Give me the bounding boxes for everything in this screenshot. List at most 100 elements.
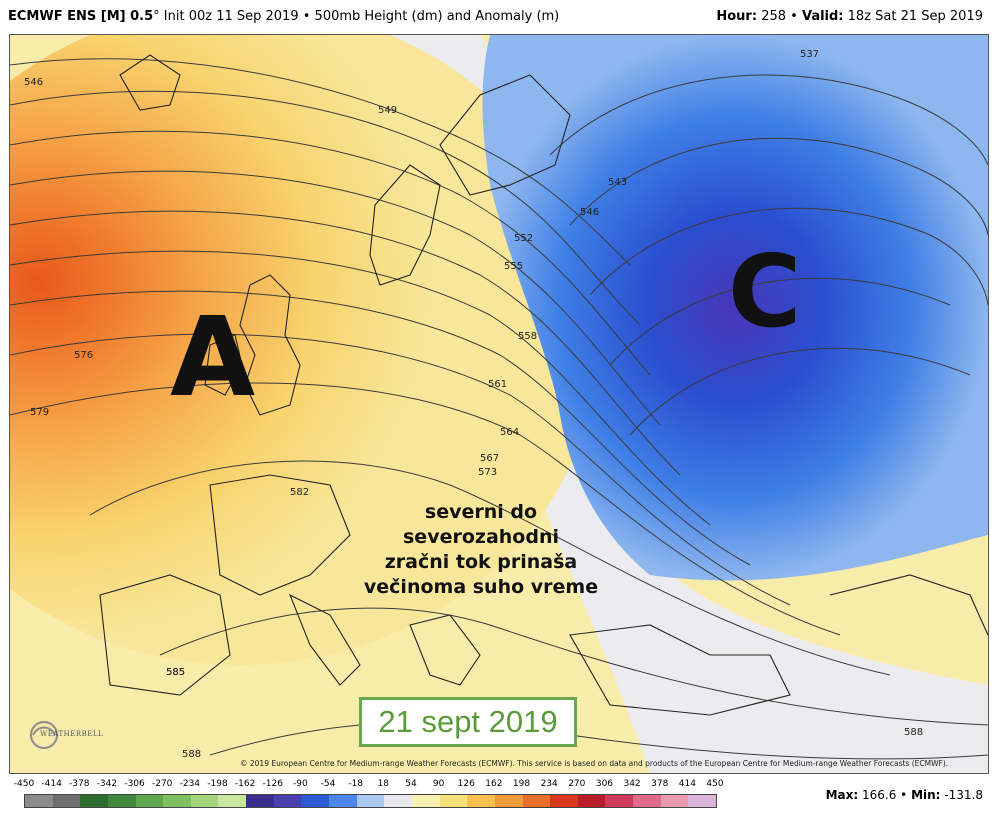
coastlines xyxy=(99,54,988,716)
colorbar-swatch xyxy=(605,795,634,807)
colorbar-tick-label: -342 xyxy=(96,779,118,789)
bullet-separator-2: • xyxy=(790,9,798,24)
annotation-line: severni do xyxy=(424,501,538,523)
valid-label: Valid: xyxy=(801,9,844,24)
colorbar-swatch xyxy=(273,795,302,807)
model-name: ECMWF ENS [M] 0.5 xyxy=(8,9,154,24)
contour-label: 573 xyxy=(478,467,497,478)
product-name: 500mb Height (dm) and Anomaly (m) xyxy=(314,9,560,24)
colorbar-swatch xyxy=(135,795,164,807)
logo-icon xyxy=(30,721,58,749)
header-title: ECMWF ENS [M] 0.5° Init 00z 11 Sep 2019 … xyxy=(8,9,559,24)
colorbar-tick-label: -162 xyxy=(234,779,256,789)
logo-text: WEATHERBELL xyxy=(40,730,104,738)
colorbar-tick-label: 378 xyxy=(651,779,669,789)
colorbar-swatch xyxy=(411,795,440,807)
contour-label: 567 xyxy=(480,453,499,464)
height-contours xyxy=(10,58,988,760)
max-label: Max: xyxy=(825,788,859,802)
colorbar-tick-label: 18 xyxy=(377,779,390,789)
colorbar-tick-label: 90 xyxy=(432,779,445,789)
colorbar-tick-label: 270 xyxy=(568,779,586,789)
contour-label: 549 xyxy=(378,105,397,116)
colorbar-tick-label: 306 xyxy=(595,779,614,789)
header-valid: Hour: 258 • Valid: 18z Sat 21 Sep 2019 xyxy=(716,9,983,24)
weather-map: 546 549 576 579 582 585 588 537 543 546 … xyxy=(9,34,989,774)
forecast-annotation: severni do severozahodni zračni tok prin… xyxy=(346,500,616,600)
min-value: -131.8 xyxy=(944,788,983,802)
contour-label: 561 xyxy=(488,379,507,390)
colorbar-swatch xyxy=(25,795,53,807)
contour-label: 555 xyxy=(504,261,523,272)
degree-symbol: ° xyxy=(153,9,160,24)
high-pressure-anomaly xyxy=(10,35,600,665)
colorbar-swatch xyxy=(329,795,357,807)
annotation-line: zračni tok prinaša xyxy=(384,551,578,573)
colorbar-tick-label: 234 xyxy=(540,779,558,789)
date-box: 21 sept 2019 xyxy=(359,697,577,747)
hour-value: 258 xyxy=(761,9,787,24)
colorbar-swatch xyxy=(439,795,468,807)
contour-label: 588 xyxy=(904,727,923,738)
colorbar-tick-label: -450 xyxy=(13,779,35,789)
contour-label: 543 xyxy=(608,177,627,188)
colorbar-tick-label: 54 xyxy=(405,779,417,789)
max-value: 166.6 xyxy=(861,788,897,802)
max-min-readout: Max: 166.6 • Min: -131.8 xyxy=(825,788,983,802)
colorbar-swatch xyxy=(52,795,81,807)
contour-label: 579 xyxy=(30,407,49,418)
colorbar-tick-label: -234 xyxy=(179,779,201,789)
colorbar-swatch xyxy=(550,795,578,807)
contour-label: 558 xyxy=(518,331,537,342)
colorbar-swatch xyxy=(80,795,108,807)
contour-label: 582 xyxy=(290,487,309,498)
contour-label: 564 xyxy=(500,427,519,438)
colorbar-tick-label: -90 xyxy=(293,779,308,789)
contour-label: 537 xyxy=(800,49,819,60)
valid-value: 18z Sat 21 Sep 2019 xyxy=(847,9,983,24)
colorbar-swatch xyxy=(467,795,495,807)
colorbar-tick-label: -54 xyxy=(320,779,336,789)
high-pressure-label: A xyxy=(170,293,256,421)
init-time: Init 00z 11 Sep 2019 xyxy=(163,9,299,24)
colorbar-swatch xyxy=(301,795,330,807)
colorbar-swatch xyxy=(163,795,191,807)
colorbar-swatch xyxy=(107,795,136,807)
colorbar-tick-label: 450 xyxy=(706,779,724,789)
contour-label: 585 xyxy=(166,667,185,678)
colorbar-swatch xyxy=(494,795,523,807)
colorbar-tick-label: -306 xyxy=(124,779,145,789)
contour-label: 552 xyxy=(514,233,533,244)
colorbar-swatch xyxy=(218,795,247,807)
bullet-separator: • xyxy=(302,9,311,24)
annotation-line: večinoma suho vreme xyxy=(363,576,599,598)
hour-label: Hour: xyxy=(716,9,758,24)
contour-label: 576 xyxy=(74,350,93,361)
colorbar-swatch xyxy=(356,795,385,807)
contour-label: 588 xyxy=(182,749,201,760)
colorbar-tick-label: -126 xyxy=(262,779,283,789)
colorbar-tick-label: 126 xyxy=(457,779,475,789)
colorbar-swatch xyxy=(660,795,689,807)
colorbar-tick-label: -378 xyxy=(69,779,90,789)
colorbar-swatch xyxy=(577,795,606,807)
colorbar-swatch xyxy=(688,795,717,807)
contour-label: 546 xyxy=(24,77,43,88)
colorbar-swatch xyxy=(522,795,551,807)
colorbar-tick-label: -18 xyxy=(348,779,364,789)
colorbar-tick-label: 162 xyxy=(485,779,503,789)
colorbar-tick-label: 198 xyxy=(512,779,531,789)
anomaly-colorbar xyxy=(24,794,717,808)
low-pressure-anomaly xyxy=(482,35,988,581)
contour-label-layer: 546 549 576 579 582 585 588 537 543 546 … xyxy=(24,49,923,760)
colorbar-swatch xyxy=(246,795,274,807)
map-canvas: 546 549 576 579 582 585 588 537 543 546 … xyxy=(10,35,988,773)
colorbar-tick-label: -414 xyxy=(41,779,62,789)
colorbar-tick-labels: -450 -414 -378 -342 -306 -270 -234 -198 -162 -126… xyxy=(14,779,724,793)
contour-label: 585 xyxy=(166,667,185,678)
colorbar-swatch xyxy=(633,795,661,807)
header: ECMWF ENS [M] 0.5° Init 00z 11 Sep 2019 … xyxy=(0,0,1003,34)
colorbar-tick-label: 414 xyxy=(678,779,696,789)
colorbar-tick-label: 342 xyxy=(623,779,641,789)
colorbar-tick-label: -270 xyxy=(151,779,173,789)
